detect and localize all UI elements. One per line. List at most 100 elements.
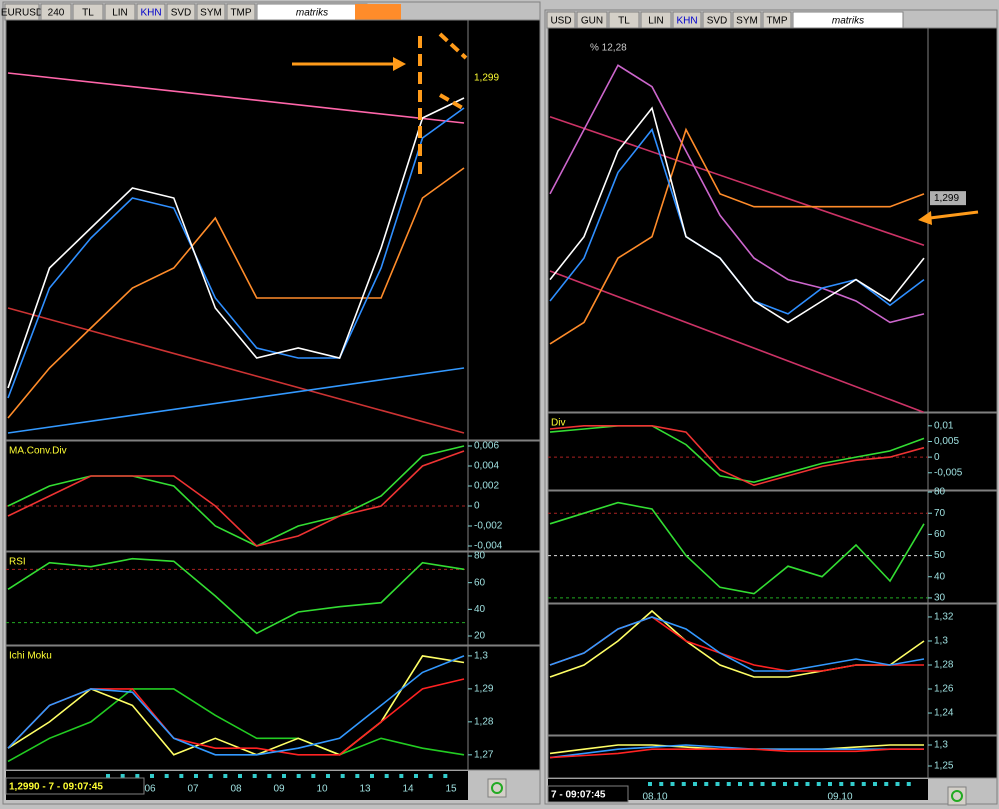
time-tick	[150, 774, 154, 778]
time-tick	[296, 774, 301, 778]
dashed-marker	[438, 32, 468, 60]
time-tick	[414, 774, 418, 778]
time-tick	[884, 782, 889, 786]
arrow-head	[918, 211, 932, 225]
indicator-line	[7, 655, 465, 756]
indicator-line	[549, 424, 925, 487]
chart-pane	[547, 490, 929, 604]
indicator-line	[549, 501, 925, 595]
time-label: 08.10	[642, 792, 667, 803]
toolbar-label: USD	[550, 16, 571, 27]
time-tick	[428, 774, 433, 778]
status: 1,2990 - 7 - 09:07:45	[9, 782, 103, 793]
y-tick-label: 1,27	[474, 749, 494, 760]
time-tick	[311, 774, 316, 778]
indicator-line	[7, 167, 465, 419]
time-tick	[771, 782, 776, 786]
time-label: 09	[273, 784, 285, 795]
time-tick	[670, 782, 675, 786]
time-tick	[659, 782, 664, 786]
toolbar-label: SVD	[707, 16, 728, 27]
refresh-button[interactable]	[947, 786, 967, 806]
time-tick	[738, 782, 742, 786]
axis-pane	[927, 27, 998, 413]
time-tick	[794, 782, 799, 786]
indicator-line	[549, 64, 925, 324]
time-tick	[252, 774, 257, 778]
indicator-line	[7, 655, 465, 756]
pane-label: MA.Conv.Div	[9, 446, 67, 457]
time-tick	[726, 782, 731, 786]
y-tick-label: -0,005	[934, 467, 963, 478]
y-tick-label: 0,004	[474, 461, 499, 472]
time-tick	[681, 782, 686, 786]
time-tick	[267, 774, 272, 778]
y-tick-label: 1,28	[934, 660, 954, 671]
time-label: 10	[316, 784, 328, 795]
pane-label: Div	[551, 418, 565, 429]
price-tag	[930, 191, 966, 206]
time-tick	[106, 774, 110, 778]
time-tick	[194, 774, 198, 778]
time-tick	[749, 782, 754, 786]
status-box	[5, 777, 145, 795]
status: 7 - 09:07:45	[551, 790, 606, 801]
y-tick-label: -0,004	[474, 541, 503, 552]
toolbar-label: GUN	[581, 16, 603, 27]
time-tick	[370, 774, 374, 778]
price-tag-label: 1,299	[474, 73, 499, 84]
dashed-marker	[439, 93, 467, 112]
time-label: 07	[187, 784, 199, 795]
annotations	[292, 32, 979, 225]
time-tick	[399, 774, 404, 778]
toolbar-label: SVD	[171, 8, 192, 19]
indicator-line	[7, 688, 465, 763]
time-tick	[760, 782, 765, 786]
time-tick	[238, 774, 242, 778]
time-tick	[715, 782, 720, 786]
time-tick	[805, 782, 810, 786]
y-tick-label: 80	[934, 487, 946, 498]
time-tick	[443, 774, 448, 778]
axis-pane	[927, 490, 998, 604]
toolbar-label: SYM	[200, 8, 222, 19]
indicator-line	[7, 97, 465, 389]
axis-pane	[927, 412, 998, 491]
y-tick-label: 1,32	[934, 612, 954, 623]
time-tick	[208, 774, 213, 778]
y-tick-label: 20	[474, 631, 486, 642]
price-tag-label: 1,299	[934, 193, 959, 204]
time-strip	[548, 779, 928, 800]
indicator-line	[549, 744, 924, 759]
refresh-icon	[491, 782, 503, 794]
time-tick	[828, 782, 832, 786]
time-tick	[906, 782, 911, 786]
indicator-line	[7, 307, 465, 434]
time-tick	[895, 782, 900, 786]
y-tick-label: 60	[474, 577, 486, 588]
time-tick	[340, 774, 345, 778]
chart-pane	[547, 735, 929, 779]
time-label: 06	[144, 784, 156, 795]
y-tick-label: 70	[934, 508, 946, 519]
axis-pane	[927, 735, 998, 779]
toolbar-label: EURUSD	[1, 8, 43, 19]
indicator-line	[549, 270, 925, 414]
axis-pane	[467, 551, 541, 646]
chart-pane	[547, 27, 929, 413]
pane-label: Ichi Moku	[9, 651, 52, 662]
time-tick	[282, 774, 286, 778]
indicator-line	[549, 115, 925, 247]
indicator-line	[549, 127, 925, 345]
time-tick	[839, 782, 844, 786]
time-label: 08	[230, 784, 242, 795]
toolbar-label: LIN	[112, 8, 128, 19]
status-box	[547, 785, 629, 803]
refresh-button[interactable]	[487, 778, 507, 798]
y-tick-label: 1,25	[934, 761, 954, 772]
y-tick-label: 0,006	[474, 441, 499, 452]
time-tick	[223, 774, 228, 778]
time-tick	[135, 774, 140, 778]
y-tick-label: 0,002	[474, 481, 499, 492]
